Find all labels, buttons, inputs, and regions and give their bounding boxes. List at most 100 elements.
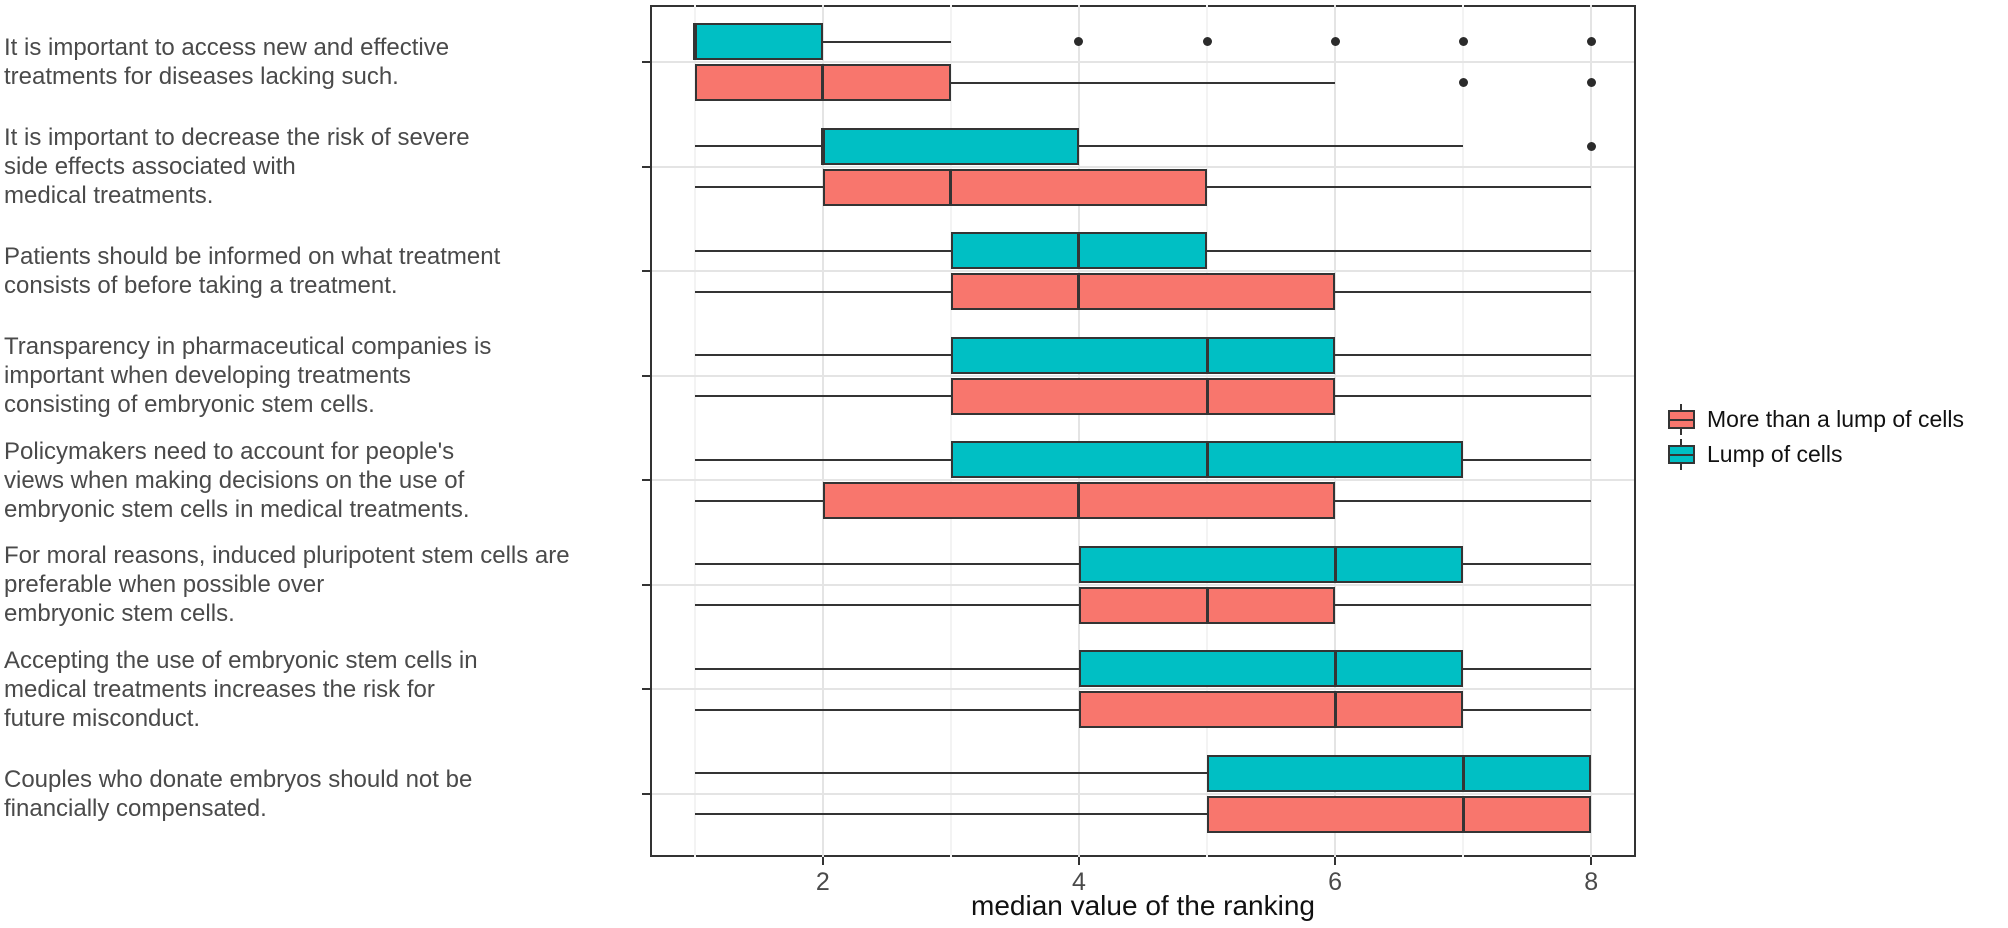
legend-key-median-line — [1670, 453, 1693, 456]
more-whisker-low — [694, 708, 1079, 711]
lump-whisker-high — [1463, 563, 1592, 566]
category-label: Policymakers need to account for people'… — [4, 437, 470, 523]
gridline-minor-x — [693, 5, 696, 857]
gridline-minor-x — [1462, 5, 1465, 857]
x-axis-tick — [1077, 857, 1080, 865]
lump-outlier — [1202, 37, 1212, 46]
lump-median — [1461, 754, 1465, 792]
lump-box — [1078, 545, 1464, 583]
legend-label: More than a lump of cells — [1707, 406, 1964, 432]
more-median — [821, 64, 825, 101]
lump-whisker-low — [694, 563, 1079, 566]
y-axis-tick — [642, 270, 650, 273]
more-outlier — [1458, 78, 1468, 87]
lump-whisker-high — [1463, 458, 1592, 461]
lump-whisker-low — [694, 458, 951, 461]
more-median — [1205, 586, 1209, 624]
x-tick-label: 4 — [1072, 868, 1086, 896]
gridline-major-y — [652, 61, 1634, 63]
more-whisker-high — [1207, 186, 1592, 189]
lump-outlier — [1586, 141, 1596, 151]
lump-outlier — [1586, 37, 1596, 46]
more-whisker-low — [694, 813, 1208, 816]
gridline-major-y — [652, 479, 1634, 482]
legend-key-median-line — [1670, 418, 1693, 421]
x-tick-label: 8 — [1584, 868, 1599, 896]
lump-whisker-low — [694, 667, 1079, 670]
category-label: Accepting the use of embryonic stem cell… — [4, 646, 478, 732]
lump-box — [694, 23, 823, 60]
more-whisker-high — [1335, 290, 1592, 293]
more-box — [950, 377, 1336, 415]
gridline-major-x — [1590, 5, 1593, 857]
lump-median — [1333, 545, 1337, 583]
legend-key-box — [1668, 410, 1695, 429]
more-whisker-high — [1335, 604, 1592, 607]
more-box — [1078, 691, 1464, 729]
x-axis-tick — [1590, 857, 1593, 865]
lump-whisker-high — [1207, 249, 1592, 252]
more-box — [950, 273, 1336, 311]
more-whisker-low — [694, 290, 951, 293]
lump-box — [822, 127, 1079, 165]
lump-box — [950, 336, 1336, 374]
more-whisker-low — [694, 499, 823, 502]
lump-outlier — [1330, 37, 1340, 46]
more-median — [1205, 377, 1209, 415]
legend-label: Lump of cells — [1707, 441, 1843, 467]
gridline-major-x — [1077, 5, 1080, 857]
more-whisker-low — [694, 604, 1079, 607]
lump-whisker-low — [694, 249, 951, 252]
more-median — [949, 168, 953, 206]
lump-box — [1207, 754, 1592, 792]
legend-item-more: More than a lump of cells — [1668, 404, 1964, 435]
legend-key-boxplot-icon — [1668, 439, 1695, 470]
y-axis-tick — [642, 374, 650, 377]
x-axis-title: median value of the ranking — [971, 890, 1315, 921]
lump-whisker-high — [1463, 667, 1592, 670]
more-whisker-high — [1335, 499, 1592, 502]
lump-whisker-low — [694, 354, 951, 357]
more-whisker-low — [694, 395, 951, 398]
category-label: For moral reasons, induced pluripotent s… — [4, 542, 570, 628]
more-outlier — [1586, 78, 1596, 87]
category-label: It is important to access new and effect… — [4, 34, 450, 90]
lump-median — [1205, 441, 1209, 479]
gridline-major-y — [652, 374, 1634, 377]
y-axis-tick — [642, 165, 650, 168]
lump-median — [1205, 336, 1209, 374]
lump-whisker-low — [694, 772, 1208, 775]
more-whisker-high — [950, 81, 1336, 84]
category-label: Couples who donate embryos should not be… — [4, 765, 473, 822]
lump-outlier — [1458, 37, 1468, 46]
legend: More than a lump of cells Lump of cells — [1668, 404, 1964, 470]
more-box — [822, 168, 1207, 206]
x-axis-tick — [1334, 857, 1337, 865]
gridline-major-y — [652, 688, 1634, 691]
lump-median — [693, 23, 697, 60]
gridline-major-x — [1334, 5, 1337, 857]
legend-item-lump: Lump of cells — [1668, 439, 1964, 470]
x-tick-label: 6 — [1328, 868, 1343, 896]
y-axis-tick — [642, 583, 650, 586]
lump-median — [1077, 232, 1081, 270]
gridline-major-x — [821, 5, 824, 857]
legend-key-boxplot-icon — [1668, 404, 1695, 435]
more-box — [1207, 795, 1592, 833]
lump-median — [1333, 650, 1337, 688]
category-label: Transparency in pharmaceutical companies… — [4, 333, 492, 419]
lump-whisker-high — [1078, 145, 1464, 148]
y-axis-tick — [642, 61, 650, 63]
gridline-major-y — [652, 583, 1634, 586]
more-median — [1077, 482, 1081, 520]
lump-whisker-low — [694, 145, 823, 148]
lump-whisker-high — [1335, 354, 1592, 357]
plot-panel — [650, 5, 1636, 857]
more-whisker-low — [694, 186, 823, 189]
category-label: Patients should be informed on what trea… — [4, 243, 501, 300]
gridline-major-y — [652, 270, 1634, 273]
lump-box — [1078, 650, 1464, 688]
y-axis-tick — [642, 792, 650, 795]
x-tick-label: 2 — [815, 868, 830, 896]
